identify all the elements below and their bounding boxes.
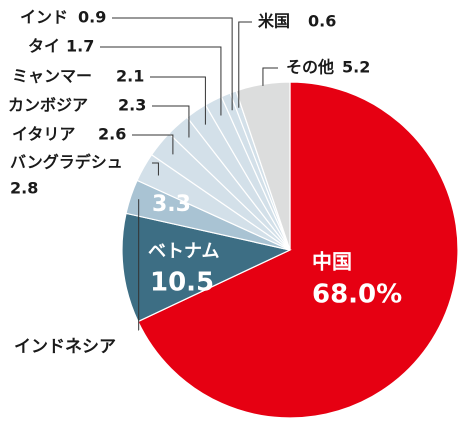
slice-value: 68.0% bbox=[312, 280, 402, 310]
slice-value: 0.6 bbox=[308, 12, 336, 31]
slice-value: 0.9 bbox=[78, 8, 106, 27]
slice-value: 2.3 bbox=[118, 96, 146, 115]
slice-name: ベトナム bbox=[148, 241, 219, 262]
leader-line bbox=[132, 134, 174, 155]
leader-line bbox=[100, 46, 222, 116]
slice-value: 1.7 bbox=[66, 37, 94, 56]
slice-name: カンボジア bbox=[8, 96, 88, 115]
slice-name: イタリア bbox=[12, 125, 75, 144]
slice-value: 2.8 bbox=[10, 179, 38, 198]
leader-line bbox=[152, 162, 159, 176]
slice-name: バングラデシュ bbox=[10, 153, 123, 172]
slice-name: 中国 bbox=[312, 250, 352, 274]
leader-line bbox=[150, 76, 206, 125]
slice-name: インド bbox=[20, 8, 68, 27]
slice-value: 2.1 bbox=[116, 67, 144, 86]
slice-name: タイ bbox=[28, 37, 60, 56]
slice-name: ミャンマー bbox=[12, 67, 92, 86]
pie-slice bbox=[121, 212, 292, 323]
slice-name: 米国 bbox=[258, 12, 290, 31]
leader-line bbox=[262, 67, 278, 86]
slice-value: 5.2 bbox=[342, 58, 370, 77]
leader-line bbox=[238, 21, 252, 108]
leader-line bbox=[112, 17, 233, 111]
leader-line bbox=[152, 105, 190, 138]
slice-value: 10.5 bbox=[150, 268, 214, 298]
slice-name: インドネシア bbox=[14, 337, 116, 357]
slice-value: 2.6 bbox=[98, 125, 126, 144]
slice-name: その他 bbox=[286, 58, 334, 77]
pie-slice bbox=[137, 81, 459, 419]
slice-value: 3.3 bbox=[152, 192, 191, 217]
